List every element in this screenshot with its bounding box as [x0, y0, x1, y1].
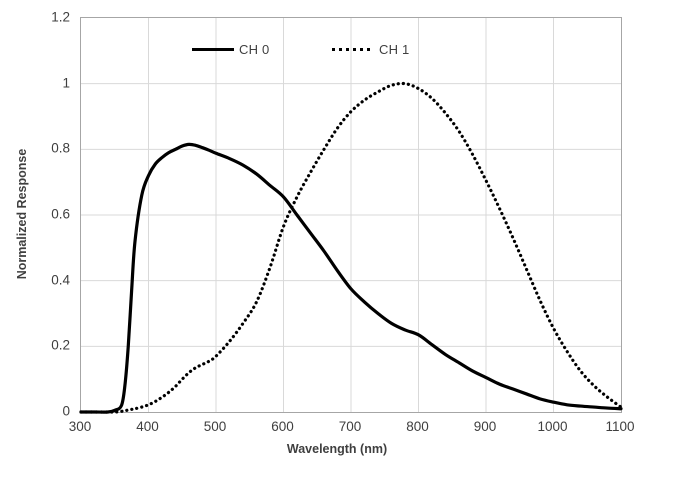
x-axis-tick-label: 900 [473, 419, 497, 434]
y-axis-tick-label: 1.2 [51, 9, 70, 25]
x-axis-tick-label: 800 [406, 419, 429, 434]
dotted-line-icon [332, 43, 374, 55]
y-axis-tick-label: 0.2 [51, 337, 70, 353]
legend-label: CH 1 [379, 41, 410, 57]
y-axis-title: Normalized Response [15, 148, 29, 280]
x-axis-tick-label: 300 [68, 419, 92, 434]
plot-area [80, 17, 622, 413]
chart-legend: CH 0 CH 1 [80, 17, 620, 411]
legend-label: CH 0 [239, 41, 270, 57]
y-axis-tick-label: 1 [62, 75, 70, 91]
y-axis-ticks: 0 0.2 0.4 0.6 0.8 1 1.2 [0, 0, 74, 487]
data-series [81, 18, 621, 412]
legend-entry-ch-1[interactable]: CH 1 [332, 39, 409, 59]
y-axis-tick-label: 0.6 [51, 206, 70, 222]
gridlines [81, 18, 621, 412]
x-axis-tick-label: 1000 [537, 419, 568, 434]
x-axis-title: Wavelength (nm) [286, 442, 388, 456]
y-axis-tick-label: 0.4 [51, 272, 70, 288]
x-axis-tick-label: 1100 [605, 419, 635, 434]
x-axis-tick-label: 500 [203, 419, 227, 434]
series-line-ch-1 [81, 83, 621, 412]
legend-entry-ch-0[interactable]: CH 0 [192, 39, 269, 59]
x-axis-tick-label: 600 [271, 419, 294, 434]
x-axis-tick-label: 700 [338, 419, 362, 434]
solid-line-icon [192, 43, 234, 55]
y-axis-tick-label: 0.8 [51, 140, 70, 156]
y-axis-tick-label: 0 [62, 403, 70, 419]
x-axis-tick-label: 400 [136, 419, 159, 434]
series-line-ch-0 [81, 144, 621, 412]
